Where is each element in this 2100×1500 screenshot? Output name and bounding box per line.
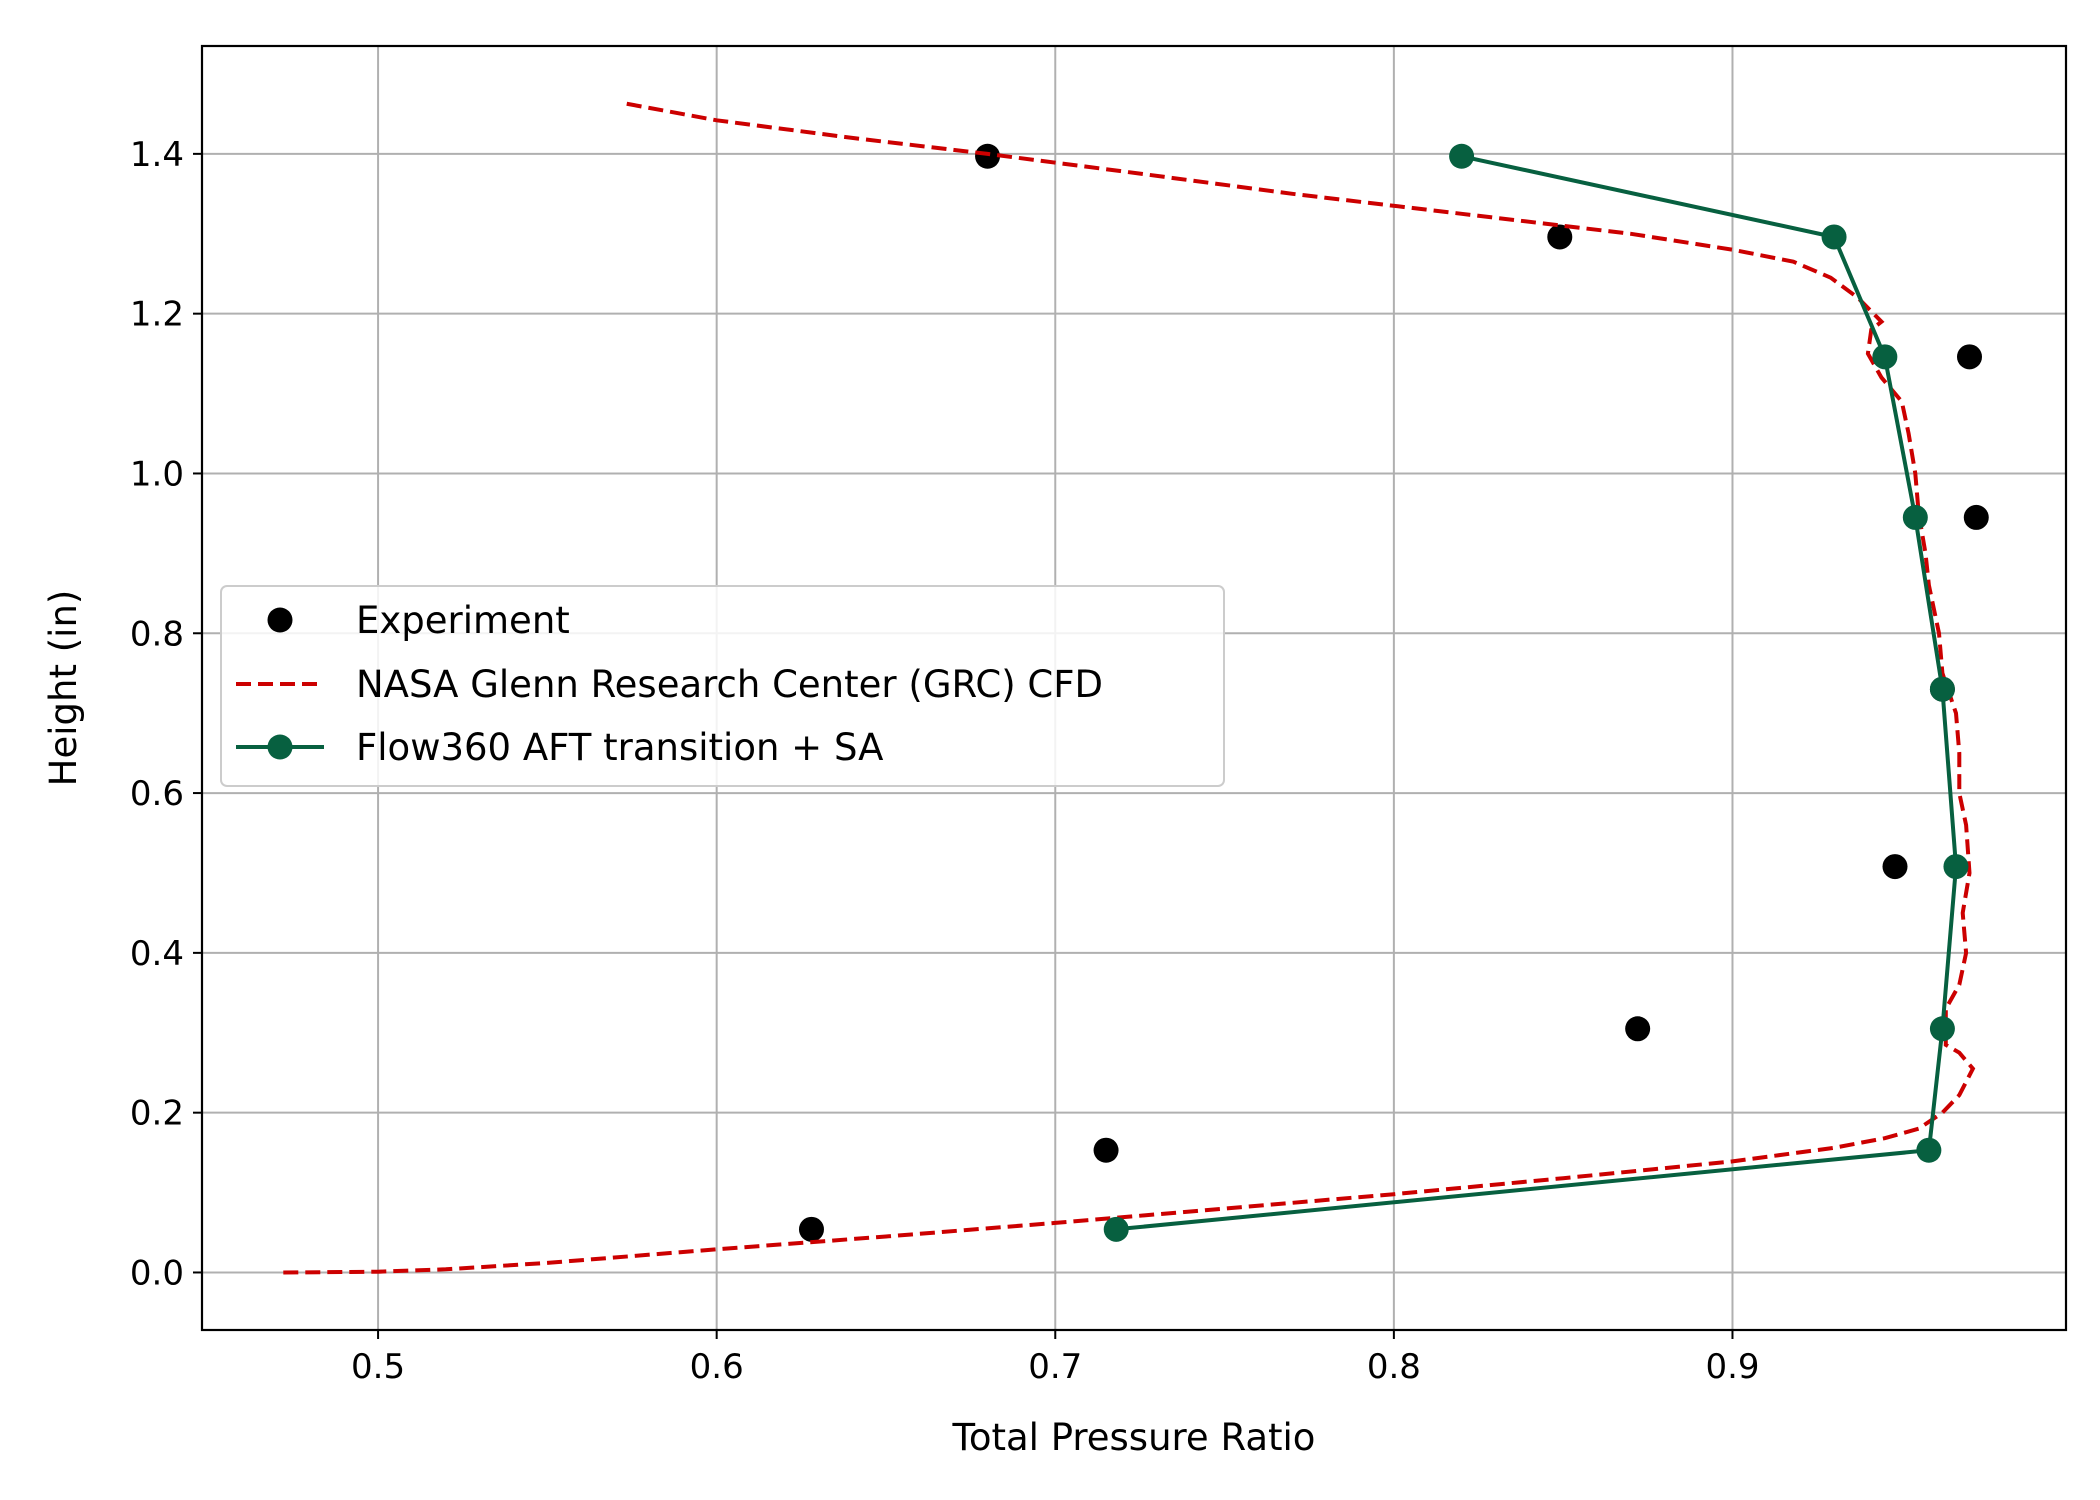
- data-point-flow360: [1943, 854, 1969, 880]
- plot-frame: [200, 44, 2068, 1332]
- y-tick-label: 1.0: [130, 454, 184, 494]
- legend-entry: NASA Glenn Research Center (GRC) CFD: [236, 663, 1103, 706]
- ticks: 0.5 0.6 0.7 0.8 0.9 0.0 0.2 0.4 0.6 0.8 1.0 1.2 1.4: [130, 135, 1760, 1387]
- x-tick-label: 0.7: [1028, 1347, 1082, 1387]
- data-point-experiment: [798, 1216, 824, 1242]
- data-point-flow360: [1872, 344, 1898, 370]
- y-tick-label: 1.4: [130, 135, 184, 175]
- data-point-experiment: [1093, 1137, 1119, 1163]
- y-tick-label: 0.2: [130, 1094, 184, 1134]
- legend-label: NASA Glenn Research Center (GRC) CFD: [356, 663, 1103, 706]
- plot-data: [283, 101, 1989, 1275]
- y-tick-label: 0.0: [130, 1253, 184, 1293]
- x-tick-label: 0.9: [1705, 1347, 1759, 1387]
- y-tick-label: 1.2: [130, 295, 184, 335]
- data-point-flow360: [1902, 504, 1928, 530]
- data-point-experiment: [1625, 1016, 1651, 1042]
- series-2: [1103, 143, 1969, 1242]
- legend-box: [220, 585, 1225, 787]
- legend-entry: Experiment: [267, 599, 570, 642]
- data-point-experiment: [975, 143, 1001, 169]
- y-tick-label: 0.4: [130, 934, 184, 974]
- legend-entries: Experiment NASA Glenn Research Center (GR…: [236, 599, 1103, 769]
- x-tick-label: 0.6: [690, 1347, 744, 1387]
- data-point-flow360: [1449, 143, 1475, 169]
- legend-entry: Flow360 AFT transition + SA: [236, 726, 883, 769]
- data-point-flow360: [1103, 1216, 1129, 1242]
- legend-label: Experiment: [356, 599, 570, 642]
- data-point-flow360: [1916, 1137, 1942, 1163]
- y-axis-label: Height (in): [42, 590, 85, 787]
- legend: Experiment NASA Glenn Research Center (GR…: [220, 585, 1225, 787]
- legend-label: Flow360 AFT transition + SA: [356, 726, 883, 769]
- x-axis-label: Total Pressure Ratio: [952, 1416, 1316, 1459]
- data-point-experiment: [1956, 344, 1982, 370]
- data-point-experiment: [1547, 224, 1573, 250]
- x-tick-label: 0.5: [351, 1347, 405, 1387]
- x-tick-label: 0.8: [1367, 1347, 1421, 1387]
- data-point-flow360: [1929, 676, 1955, 702]
- data-point-experiment: [1963, 504, 1989, 530]
- data-point-flow360: [1929, 1016, 1955, 1042]
- series-line-grc-cfd: [283, 101, 1976, 1275]
- series-1: [283, 101, 1976, 1275]
- legend-swatch-marker: [267, 734, 293, 760]
- data-point-experiment: [1882, 854, 1908, 880]
- y-tick-label: 0.8: [130, 614, 184, 654]
- data-point-flow360: [1821, 224, 1847, 250]
- y-tick-label: 0.6: [130, 774, 184, 814]
- legend-swatch-marker: [267, 607, 293, 633]
